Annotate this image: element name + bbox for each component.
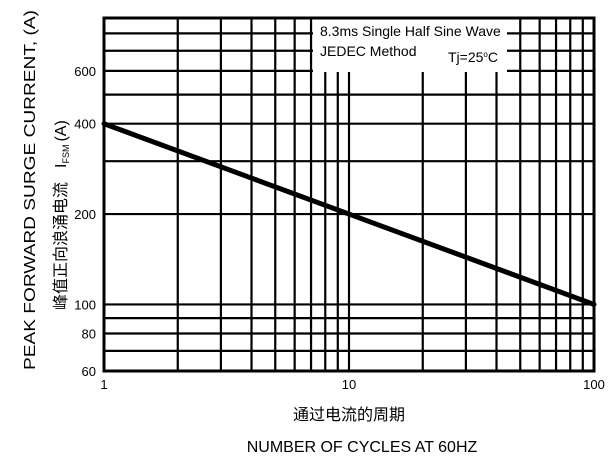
annotation-background bbox=[313, 18, 507, 72]
x-tick-label: 1 bbox=[100, 377, 107, 392]
y-axis-unit: (A) bbox=[53, 120, 70, 141]
annotation-box: 8.3ms Single Half Sine Wave JEDEC Method… bbox=[313, 18, 507, 72]
data-series bbox=[101, 121, 597, 307]
plot-frame bbox=[102, 16, 596, 373]
annotation-line-3: Tj=25oC bbox=[448, 49, 498, 65]
tick-labels: 60 80 100 200 400 600 1 10 100 bbox=[74, 64, 605, 392]
x-tick-label: 100 bbox=[583, 377, 605, 392]
y-axis-symbol-main: I bbox=[53, 164, 70, 168]
y-axis-symbol: IFSM (A) bbox=[53, 120, 71, 168]
y-tick-label: 60 bbox=[82, 364, 96, 379]
grid-lines bbox=[104, 18, 594, 371]
annotation-line-1: 8.3ms Single Half Sine Wave bbox=[320, 23, 501, 39]
y-tick-label: 400 bbox=[74, 117, 96, 132]
annotation-line-2: JEDEC Method bbox=[320, 43, 416, 59]
x-axis-label: NUMBER OF CYCLES AT 60HZ bbox=[247, 439, 478, 456]
y-tick-label: 80 bbox=[82, 327, 96, 342]
y-tick-label: 200 bbox=[74, 207, 96, 222]
y-axis-symbol-sub: FSM bbox=[61, 145, 71, 164]
x-tick-label: 10 bbox=[342, 377, 356, 392]
x-axis-label-cn: 通过电流的周期 bbox=[293, 406, 405, 424]
series-line-1 bbox=[101, 121, 597, 307]
y-axis-label: PEAK FORWARD SURGE CURRENT, (A) bbox=[22, 10, 39, 370]
annotation-temp-degree: o bbox=[483, 50, 488, 59]
y-axis-label-cn: 峰值正向浪涌电流 bbox=[52, 182, 70, 310]
y-tick-label: 600 bbox=[74, 64, 96, 79]
annotation-temp-unit: C bbox=[488, 49, 498, 65]
y-tick-label: 100 bbox=[74, 297, 96, 312]
annotation-temp-prefix: Tj=25 bbox=[448, 49, 484, 65]
